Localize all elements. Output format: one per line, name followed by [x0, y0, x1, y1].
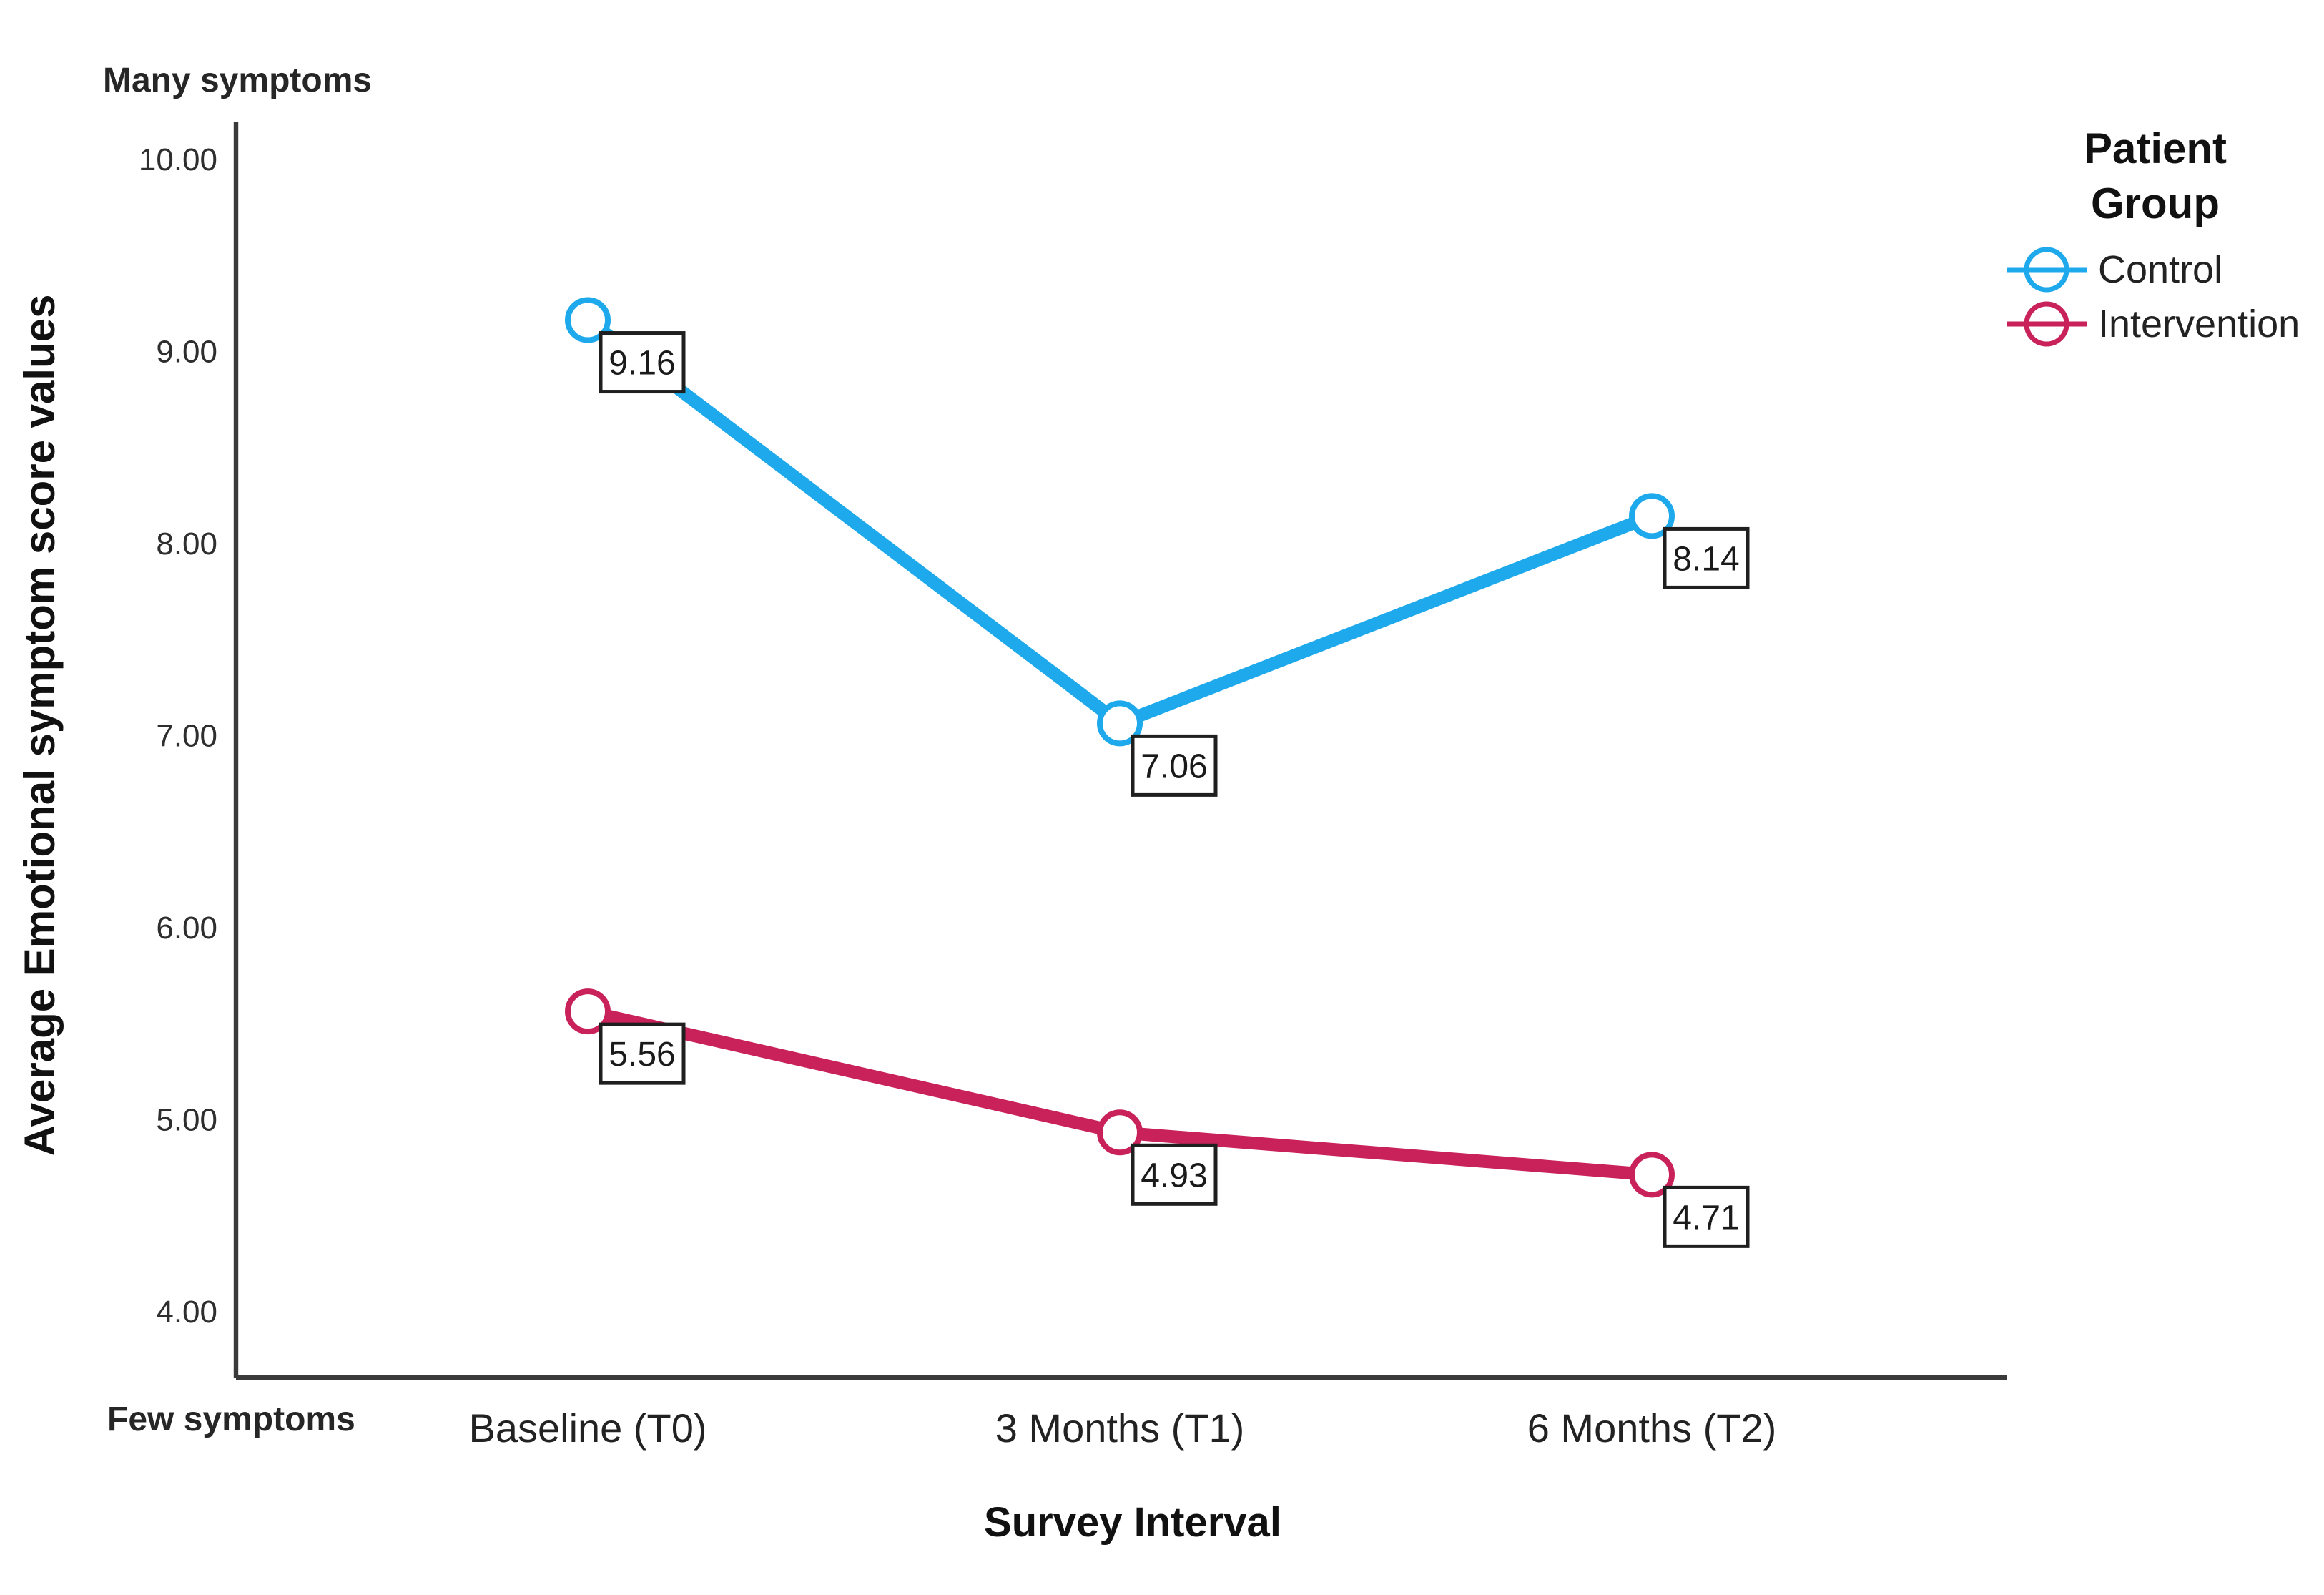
- data-point-label: 8.14: [1663, 526, 1750, 589]
- x-axis-title: Survey Interval: [984, 1499, 1281, 1546]
- legend-item-intervention: Intervention: [2007, 301, 2300, 347]
- data-label-text: 9.16: [609, 345, 675, 383]
- legend-item-label: Intervention: [2098, 303, 2300, 345]
- legend-item-label: Control: [2098, 248, 2222, 291]
- series-lines: [581, 313, 1658, 1182]
- data-label-box: [599, 1022, 686, 1085]
- x-category-label: Baseline (T0): [468, 1405, 706, 1451]
- data-label-box: [1131, 734, 1218, 797]
- x-category-label: 6 Months (T2): [1527, 1405, 1777, 1451]
- y-tick-label: 10.00: [139, 142, 217, 177]
- data-point-label: 4.71: [1663, 1185, 1750, 1248]
- data-label-box: [1663, 526, 1750, 589]
- data-label-text: 4.71: [1673, 1199, 1739, 1237]
- data-point-label: 5.56: [599, 1022, 686, 1085]
- data-point-marker-intervention: [1629, 1152, 1675, 1198]
- y-tick-label: 7.00: [156, 719, 217, 754]
- data-labels: 9.16 7.06 8.14 5.56 4.93 4.71: [599, 331, 1750, 1248]
- legend: Patient Group Control Intervention: [2007, 124, 2300, 347]
- data-point-label: 9.16: [599, 331, 686, 394]
- data-point-marker-intervention: [1097, 1109, 1143, 1156]
- y-tick-label: 6.00: [156, 911, 217, 946]
- data-point-label: 4.93: [1131, 1143, 1218, 1206]
- y-tick-label: 4.00: [156, 1295, 217, 1330]
- series-line-control: [581, 313, 1658, 730]
- legend-item-control: Control: [2007, 247, 2222, 293]
- data-label-text: 7.06: [1141, 747, 1207, 785]
- y-tick-label: 9.00: [156, 335, 217, 370]
- data-point-marker-control: [565, 297, 611, 343]
- data-label-text: 8.14: [1673, 540, 1739, 578]
- data-point-marker-intervention: [565, 988, 611, 1035]
- x-category-label: 3 Months (T1): [995, 1405, 1245, 1451]
- data-point-marker-control: [1097, 700, 1143, 747]
- few-symptoms-annotation: Few symptoms: [107, 1400, 355, 1438]
- y-tick-labels: 4.00 5.00 6.00 7.00 8.00 9.00 10.00: [139, 142, 217, 1330]
- data-label-text: 4.93: [1141, 1157, 1207, 1194]
- x-category-labels: Baseline (T0) 3 Months (T1) 6 Months (T2): [468, 1405, 1776, 1451]
- y-tick-label: 5.00: [156, 1103, 217, 1138]
- data-label-box: [1663, 1185, 1750, 1248]
- legend-title: Patient Group: [2084, 124, 2227, 227]
- data-label-box: [599, 331, 686, 394]
- data-label-text: 5.56: [609, 1036, 675, 1074]
- many-symptoms-annotation: Many symptoms: [103, 62, 372, 99]
- data-label-box: [1131, 1143, 1218, 1206]
- data-point-label: 7.06: [1131, 734, 1218, 797]
- legend-marker-circle: [2024, 301, 2069, 347]
- series-markers: [565, 297, 1675, 1198]
- data-point-marker-control: [1629, 493, 1675, 539]
- legend-marker-circle: [2024, 247, 2069, 293]
- y-tick-label: 8.00: [156, 526, 217, 561]
- y-axis-title: Average Emotional symptom score values: [16, 295, 64, 1157]
